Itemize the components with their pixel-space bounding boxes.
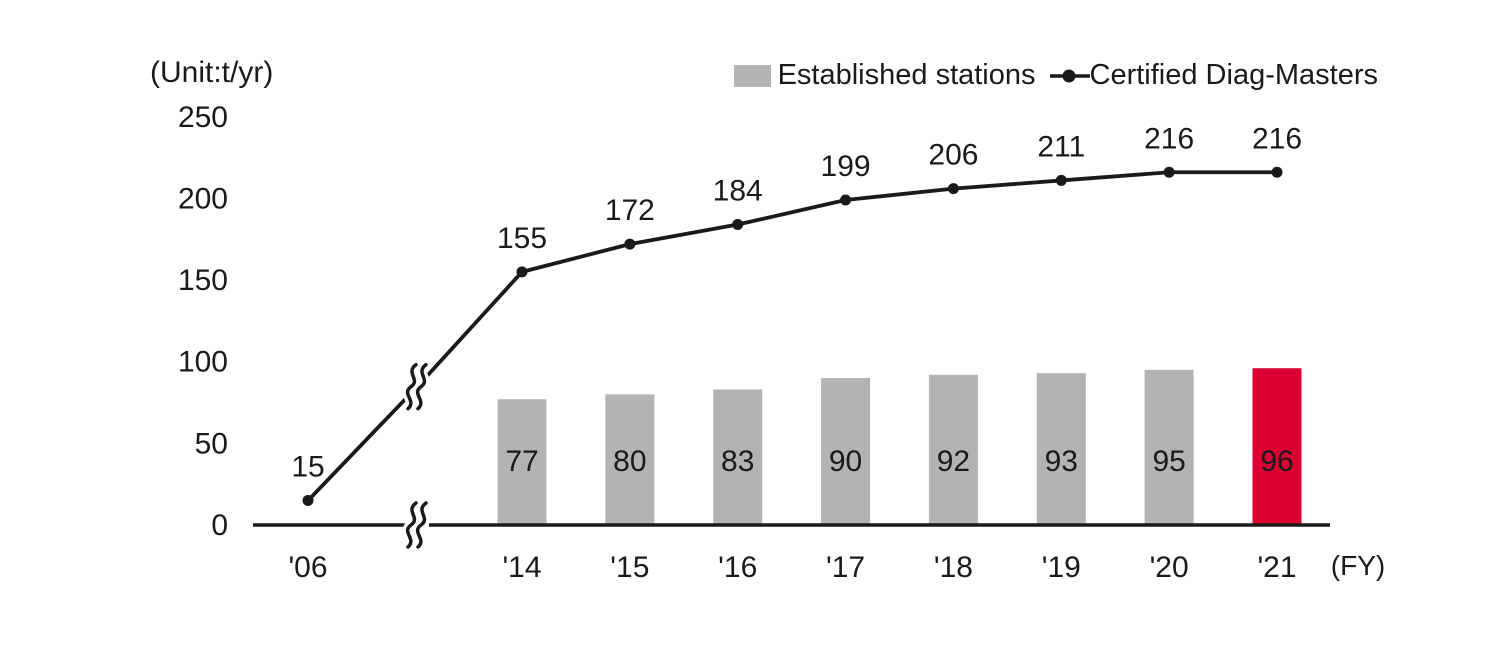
bar-value-label: 96 — [1260, 445, 1293, 478]
axis-break-squiggle — [405, 501, 418, 549]
bar-value-label: 90 — [829, 445, 862, 478]
x-tick-label: '15 — [610, 551, 649, 584]
x-tick-label: '19 — [1042, 551, 1081, 584]
data-point — [1271, 166, 1283, 178]
bar-value-label: 80 — [613, 445, 646, 478]
bar-value-label: 83 — [721, 445, 754, 478]
line-value-label: 199 — [821, 150, 871, 183]
legend-item-certified: Certified Diag-Masters — [1049, 59, 1378, 92]
y-tick-label: 50 — [195, 427, 228, 460]
data-point — [1163, 166, 1175, 178]
axis-break-squiggle — [405, 362, 418, 411]
line-value-label: 206 — [928, 139, 978, 172]
line-value-label: 184 — [713, 175, 763, 208]
line-value-label: 155 — [497, 222, 547, 255]
x-tick-label: '14 — [502, 551, 541, 584]
y-axis-unit-label: (Unit:t/yr) — [150, 56, 274, 89]
axis-break-squiggle — [415, 501, 428, 549]
data-point — [947, 183, 959, 195]
legend-label-certified: Certified Diag-Masters — [1089, 59, 1378, 91]
line-value-label: 216 — [1252, 122, 1302, 155]
bar — [497, 399, 547, 525]
line-series — [306, 170, 1277, 502]
bar-value-label: 95 — [1152, 445, 1185, 478]
axis-break-squiggle — [415, 362, 428, 411]
x-tick-label: '16 — [718, 551, 757, 584]
x-tick-label: '21 — [1257, 551, 1296, 584]
line-value-label: 216 — [1144, 122, 1194, 155]
bar-value-label: 92 — [937, 445, 970, 478]
y-tick-label: 100 — [178, 346, 228, 379]
data-point — [302, 495, 314, 507]
bar — [928, 374, 978, 525]
data-point — [624, 238, 636, 250]
y-tick-label: 200 — [178, 182, 228, 215]
x-axis-fy-label: (FY) — [1331, 550, 1385, 581]
data-point — [732, 219, 744, 231]
bar — [605, 394, 655, 525]
bar — [1036, 373, 1086, 525]
legend-label-established: Established stations — [777, 59, 1036, 91]
y-tick-label: 250 — [178, 101, 228, 134]
data-point — [1055, 174, 1067, 186]
y-tick-label: 150 — [178, 264, 228, 297]
x-tick-label: '17 — [826, 551, 865, 584]
y-tick-label: 0 — [211, 509, 228, 542]
line-value-label: 211 — [1037, 130, 1085, 163]
bar — [821, 378, 871, 525]
bar — [1144, 369, 1194, 525]
bar-highlight — [1252, 368, 1302, 525]
legend-bar-swatch — [733, 64, 771, 87]
data-point — [516, 266, 528, 278]
bar — [713, 389, 763, 525]
bar-value-label: 93 — [1045, 445, 1078, 478]
data-point — [840, 194, 852, 206]
bar-value-label: 77 — [505, 445, 538, 478]
legend: Established stations Certified Diag-Mast… — [733, 59, 1378, 92]
x-tick-label: '06 — [288, 551, 327, 584]
line-value-label: 15 — [291, 451, 324, 484]
x-tick-label: '20 — [1150, 551, 1189, 584]
legend-item-established: Established stations — [733, 59, 1036, 92]
x-tick-label: '18 — [934, 551, 973, 584]
legend-line-marker-icon — [1049, 69, 1090, 82]
line-value-label: 172 — [605, 194, 655, 227]
